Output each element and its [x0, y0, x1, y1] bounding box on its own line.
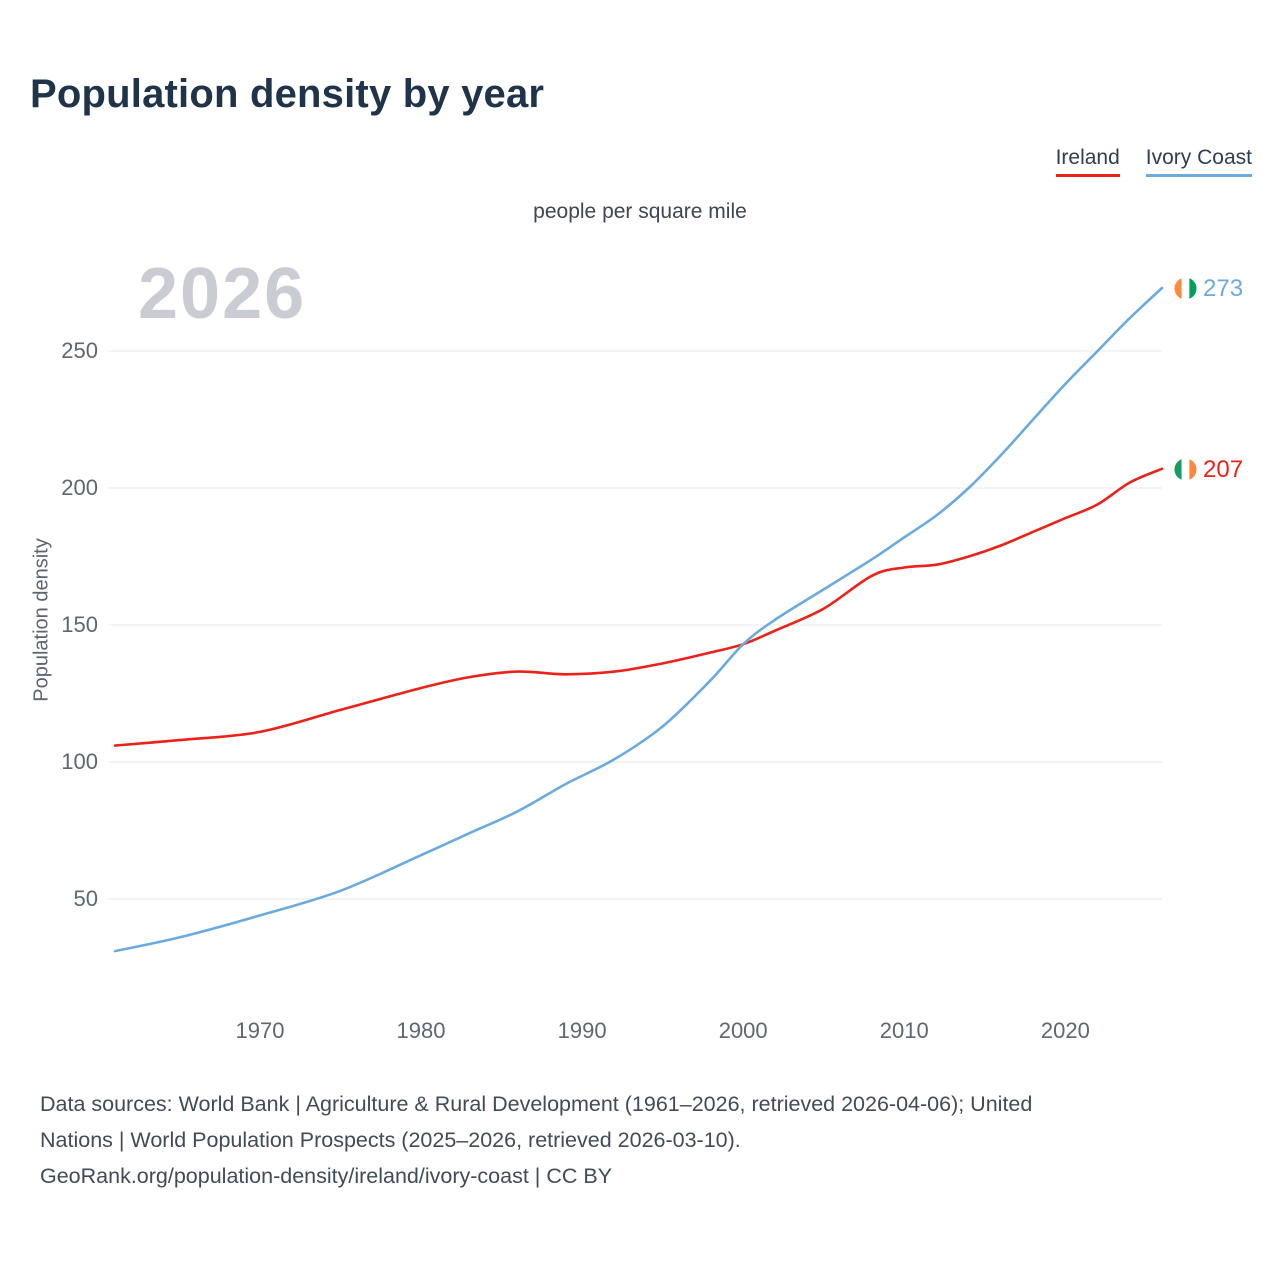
x-tick-label: 2010 — [879, 1018, 929, 1043]
legend-item-ireland[interactable]: Ireland — [1055, 146, 1120, 177]
y-tick-label: 200 — [61, 475, 98, 500]
footer-line-1: Data sources: World Bank | Agriculture &… — [40, 1092, 1033, 1116]
y-tick-label: 250 — [61, 338, 98, 363]
end-value-ireland: 207 — [1203, 455, 1244, 483]
chart-subtitle: people per square mile — [533, 200, 747, 223]
footer-line-2: Nations | World Population Prospects (20… — [40, 1128, 741, 1152]
end-value-ivory-coast: 273 — [1203, 274, 1244, 302]
x-tick-label: 1970 — [235, 1018, 285, 1043]
x-tick-label: 2020 — [1040, 1018, 1090, 1043]
footer-attribution: Data sources: World Bank | Agriculture &… — [40, 1086, 1032, 1194]
ireland-flag-icon — [1174, 458, 1197, 481]
legend-item-ivory-coast[interactable]: Ivory Coast — [1145, 146, 1252, 177]
end-label-ivory-coast: 273 — [1174, 275, 1243, 303]
legend: Ireland Ivory Coast — [1055, 146, 1252, 177]
x-tick-label: 2000 — [718, 1018, 768, 1043]
y-tick-label: 150 — [61, 612, 98, 637]
end-label-ireland: 207 — [1174, 456, 1243, 484]
footer-link: GeoRank.org/population-density/ireland/i… — [40, 1164, 613, 1188]
series-line-ivory-coast — [113, 286, 1164, 953]
x-tick-label: 1990 — [557, 1018, 607, 1043]
page-title: Population density by year — [30, 72, 545, 116]
y-tick-label: 100 — [61, 749, 98, 774]
watermark-year: 2026 — [138, 254, 307, 334]
ivory-coast-flag-icon — [1174, 277, 1197, 300]
series-line-ireland — [113, 467, 1164, 747]
y-tick-label: 50 — [73, 886, 98, 911]
x-tick-label: 1980 — [396, 1018, 446, 1043]
